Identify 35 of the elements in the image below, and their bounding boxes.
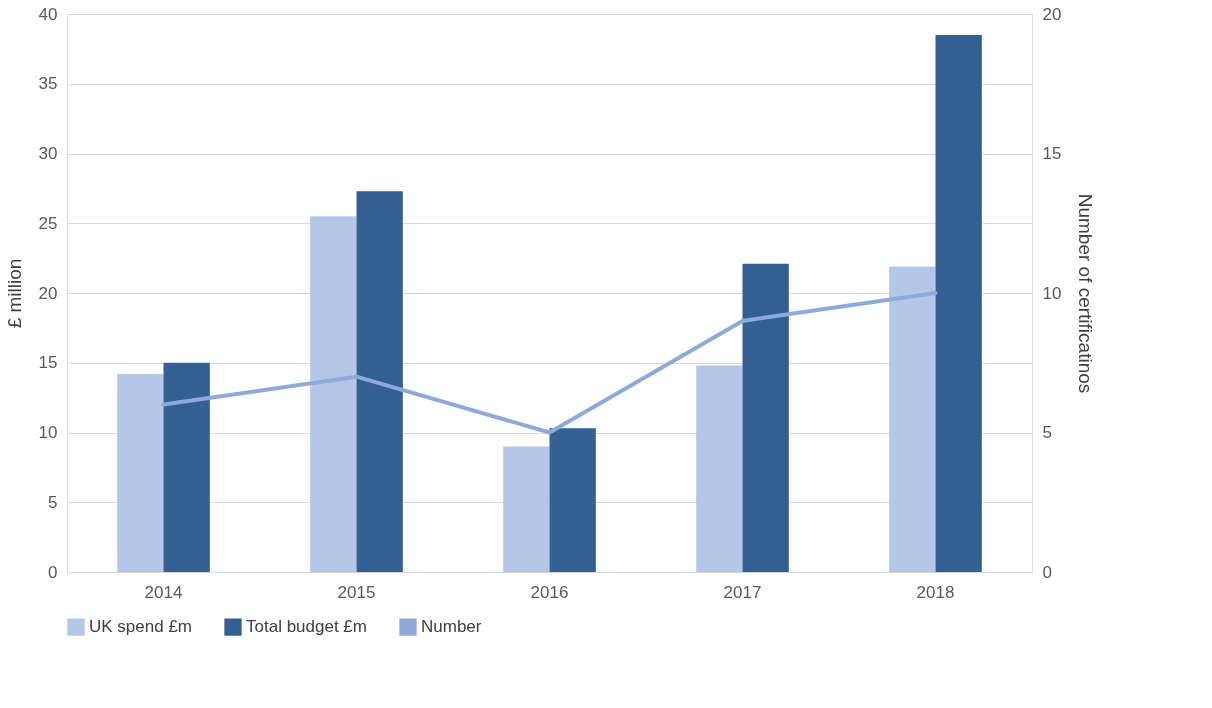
bar [889,266,936,572]
y-tick-label: 5 [48,492,58,512]
bar [117,373,164,572]
x-tick-label: 2017 [723,582,762,602]
y-axis-title: £ million [3,258,25,329]
y2-tick-label: 10 [1042,283,1062,303]
bar [742,263,789,572]
line-series [161,291,938,435]
bar [503,446,550,572]
y2-axis-title: Number of certificatinos [1075,193,1097,394]
bar [163,362,210,572]
bar [310,216,357,572]
y2-tick-label: 15 [1042,144,1062,163]
y-tick-label: 25 [38,213,58,233]
y-tick-label: 30 [38,144,58,163]
y-tick-label: 10 [38,423,58,442]
bar [549,428,596,572]
x-tick-label: 2018 [916,582,955,602]
y-tick-label: 40 [38,4,58,24]
x-tick-label: 2016 [530,582,569,602]
y-tick-label: 20 [38,283,58,303]
legend-label: Total budget £m [246,617,367,637]
y-tick-label: 0 [48,562,58,582]
y-tick-label: 35 [38,74,58,94]
bar [696,365,743,572]
x-tick-label: 2014 [144,582,183,602]
y-tick-label: 15 [38,353,58,373]
y2-tick-label: 0 [1042,562,1052,582]
legend-label: Number [421,617,482,637]
y2-tick-label: 5 [1042,423,1052,442]
legend-label: UK spend £m [89,617,192,637]
bar [356,191,403,572]
x-tick-label: 2015 [337,582,376,602]
bar [935,34,982,572]
y2-tick-label: 20 [1042,4,1062,24]
